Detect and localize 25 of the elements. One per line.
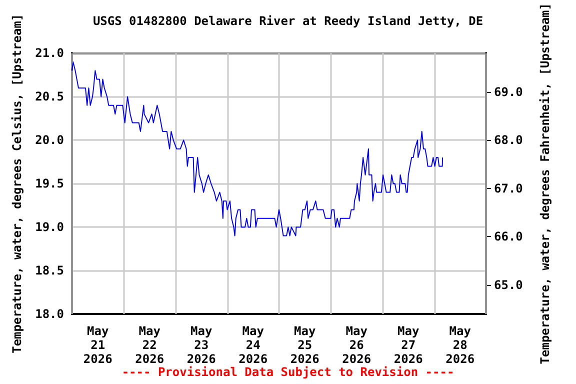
y-tick-label: 20.0	[35, 133, 64, 148]
line-series	[72, 61, 444, 236]
y2-tick-label: 65.0	[494, 278, 523, 292]
y2-tick-label: 67.0	[494, 181, 523, 196]
x-tick-label: May 24 2026	[238, 324, 268, 366]
x-tick-label: May 28 2026	[446, 324, 475, 366]
x-tick-label: May 22 2026	[135, 324, 164, 366]
y2-tick-label: 68.0	[494, 133, 523, 148]
y2-axis-title: Temperature, water, degrees Fahrenheit, [Upstream]	[538, 3, 552, 364]
text: ---- Provisional Data Subject to Revision ----	[122, 365, 454, 379]
y2-tick-label: 66.0	[494, 230, 523, 244]
y-tick-label: 21.0	[35, 46, 64, 60]
y-tick-label: 18.5	[35, 264, 64, 278]
x-tick-label: May 21 2026	[83, 324, 112, 366]
y-tick-label: 19.5	[35, 176, 64, 191]
y-axis-title: Temperature, water, degrees Celsius, [Upstream]	[10, 14, 24, 354]
y-tick-label: 19.0	[35, 220, 64, 234]
x-tick-label: May 26 2026	[342, 324, 372, 366]
chart-title: USGS 01482800 Delaware River at Reedy Island Jetty, DE	[92, 14, 484, 28]
x-tick-label: May 25 2026	[290, 324, 320, 366]
y-tick-label: 20.5	[35, 90, 64, 104]
y-tick-label: 18.0	[35, 307, 64, 321]
y2-tick-label: 69.0	[494, 84, 523, 99]
x-tick-label: May 27 2026	[394, 324, 423, 366]
x-tick-label: May 23 2026	[186, 324, 216, 366]
